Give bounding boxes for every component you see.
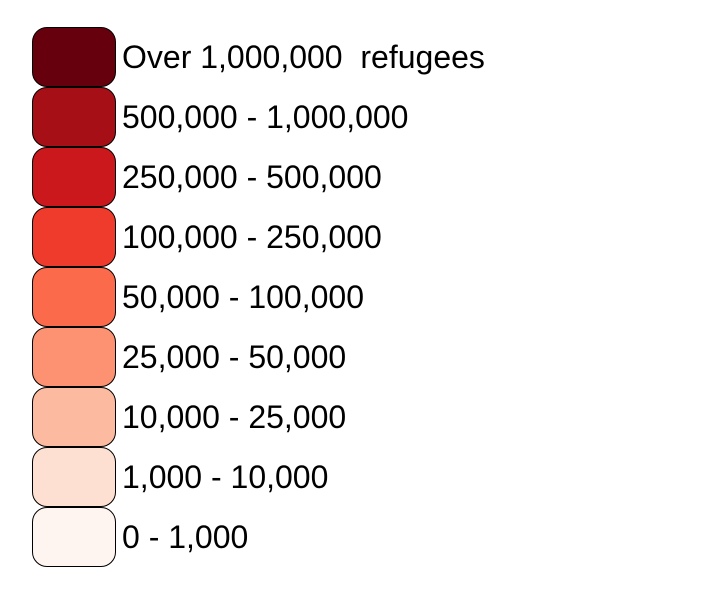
- legend-label: 10,000 - 25,000: [122, 399, 347, 435]
- legend-row-10000-25000: 10,000 - 25,000: [32, 387, 592, 447]
- legend-row-100000-250000: 100,000 - 250,000: [32, 207, 592, 267]
- legend-label: 25,000 - 50,000: [122, 339, 347, 375]
- legend-label: 250,000 - 500,000: [122, 159, 382, 195]
- legend-swatch: [32, 327, 116, 387]
- legend-swatch: [32, 207, 116, 267]
- legend-swatch: [32, 447, 116, 507]
- legend-row-over-1000000: Over 1,000,000 refugees: [32, 27, 592, 87]
- legend-swatch: [32, 147, 116, 207]
- legend-label: 500,000 - 1,000,000: [122, 99, 409, 135]
- legend-swatch: [32, 27, 116, 87]
- legend-label: 50,000 - 100,000: [122, 279, 364, 315]
- legend-label: Over 1,000,000 refugees: [122, 39, 485, 75]
- legend-label: 100,000 - 250,000: [122, 219, 382, 255]
- legend-label: 0 - 1,000: [122, 519, 249, 555]
- legend-swatch: [32, 507, 116, 567]
- legend-row-50000-100000: 50,000 - 100,000: [32, 267, 592, 327]
- legend-swatch: [32, 387, 116, 447]
- legend-row-25000-50000: 25,000 - 50,000: [32, 327, 592, 387]
- refugee-count-legend: Over 1,000,000 refugees 500,000 - 1,000,…: [32, 27, 592, 567]
- legend-row-1000-10000: 1,000 - 10,000: [32, 447, 592, 507]
- legend-row-0-1000: 0 - 1,000: [32, 507, 592, 567]
- legend-row-500000-1000000: 500,000 - 1,000,000: [32, 87, 592, 147]
- legend-swatch: [32, 87, 116, 147]
- legend-row-250000-500000: 250,000 - 500,000: [32, 147, 592, 207]
- legend-swatch: [32, 267, 116, 327]
- legend-label: 1,000 - 10,000: [122, 459, 329, 495]
